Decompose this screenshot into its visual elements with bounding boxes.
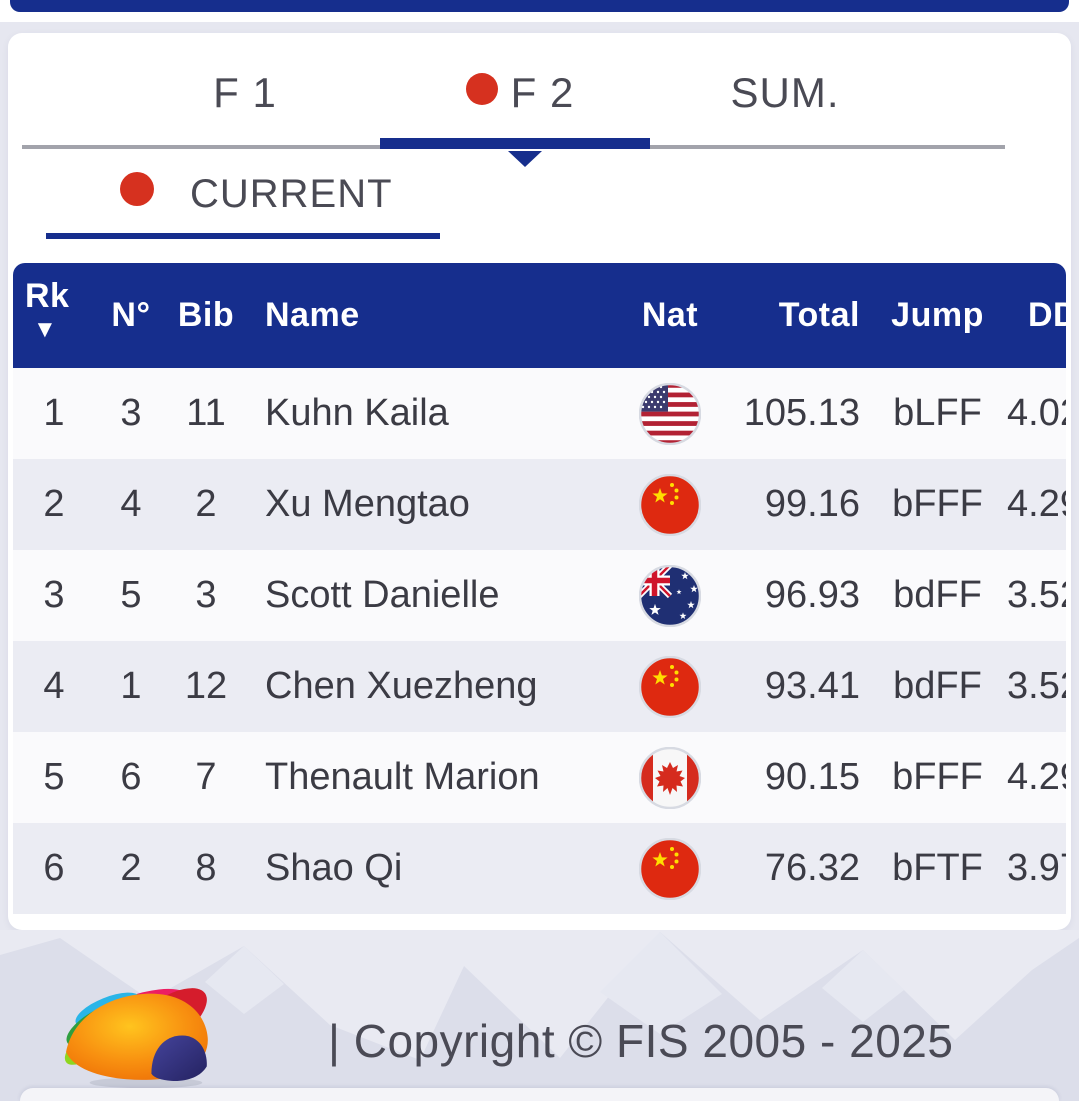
flag-aus-icon [639,565,701,627]
jump-cell: bLFF [893,392,982,434]
col-header-jump[interactable]: Jump [870,263,1005,368]
table-row[interactable]: 1 3 11 Kuhn Kaila 105.13 bLFF 4.028 [13,368,1066,459]
tab-sum-label: SUM. [730,69,840,116]
flag-chn-icon [639,656,701,718]
col-header-number[interactable]: N° [95,263,167,368]
top-strip [0,0,1079,22]
active-tab-pointer-icon [508,151,542,167]
jump-cell: bFTF [892,847,983,889]
subtab-current[interactable]: CURRENT [8,171,1071,217]
rank-cell: 1 [43,392,65,434]
bib-cell: 11 [186,392,226,434]
name-cell: Chen Xuezheng [265,665,538,707]
nat-cell [610,459,730,550]
rank-cell: 4 [43,665,65,707]
name-cell: Xu Mengtao [265,483,470,525]
dd-cell: 3.525 [1007,665,1066,707]
nat-cell [610,550,730,641]
flag-chn-icon [639,474,701,536]
total-cell: 99.16 [764,483,860,525]
card-gap [0,22,1079,33]
active-subtab-indicator [46,233,440,239]
bib-cell: 3 [195,574,217,616]
dd-cell: 3.975 [1007,847,1066,889]
col-header-rank[interactable]: Rk▼ [13,263,95,368]
tab-bar: F 1 F 2 SUM. [8,33,1071,145]
col-header-rank-label: Rk [25,276,70,315]
number-cell: 4 [120,483,142,525]
results-table: Rk▼ N° Bib Name Nat Total Jump DD 1 3 11… [13,263,1066,914]
results-card: F 1 F 2 SUM. CURRENT Rk▼ [8,33,1071,930]
jump-cell: bdFF [893,665,982,707]
tab-f2-label: F 2 [510,69,575,116]
name-cell: Thenault Marion [265,756,540,798]
bib-cell: 2 [195,483,217,525]
dd-cell: 4.028 [1007,392,1066,434]
sort-desc-icon: ▼ [33,315,58,343]
active-tab-indicator [380,138,650,149]
dd-cell: 4.293 [1007,483,1066,525]
table-row[interactable]: 6 2 8 Shao Qi 76.32 bFTF 3.975 [13,823,1066,914]
table-header-row: Rk▼ N° Bib Name Nat Total Jump DD [13,263,1066,368]
bottom-sheet-edge [20,1088,1059,1101]
number-cell: 3 [120,392,142,434]
total-cell: 96.93 [764,574,860,616]
rank-cell: 5 [43,756,65,798]
col-header-dd[interactable]: DD [1005,263,1066,368]
name-cell: Shao Qi [265,847,403,889]
jump-cell: bFFF [892,756,983,798]
col-header-name[interactable]: Name [245,263,610,368]
bib-cell: 12 [184,665,228,707]
flag-can-icon [639,747,701,809]
fis-app-logo[interactable] [48,972,253,1090]
number-cell: 6 [120,756,142,798]
tab-separator-line [22,138,1005,167]
live-dot-icon [120,172,154,206]
col-header-bib[interactable]: Bib [167,263,245,368]
table-row[interactable]: 5 6 7 Thenault Marion 90.15 bFFF 4.293 [13,732,1066,823]
rank-cell: 6 [43,847,65,889]
tab-sum[interactable]: SUM. [670,69,900,117]
col-header-total[interactable]: Total [730,263,870,368]
tab-f1-label: F 1 [213,69,277,116]
rank-cell: 3 [43,574,65,616]
tab-f2[interactable]: F 2 [405,69,635,117]
jump-cell: bFFF [892,483,983,525]
tab-f1[interactable]: F 1 [130,69,360,117]
jump-cell: bdFF [893,574,982,616]
bib-cell: 8 [195,847,217,889]
dd-cell: 4.293 [1007,756,1066,798]
table-row[interactable]: 2 4 2 Xu Mengtao 99.16 bFFF 4.293 [13,459,1066,550]
subtab-current-label: CURRENT [190,171,393,216]
table-row[interactable]: 4 1 12 Chen Xuezheng 93.41 bdFF 3.525 [13,641,1066,732]
flag-chn-icon [639,838,701,900]
rank-cell: 2 [43,483,65,525]
total-cell: 105.13 [743,392,860,434]
copyright-text: | Copyright © FIS 2005 - 2025 [328,1015,954,1067]
total-cell: 90.15 [764,756,860,798]
top-header-bar [10,0,1069,12]
name-cell: Kuhn Kaila [265,392,449,434]
flag-usa-icon [639,383,701,445]
number-cell: 5 [120,574,142,616]
footer: | Copyright © FIS 2005 - 2025 [0,930,1079,1101]
total-cell: 93.41 [764,665,860,707]
number-cell: 1 [120,665,142,707]
nat-cell [610,641,730,732]
live-dot-icon [465,73,498,105]
nat-cell [610,823,730,914]
nat-cell [610,732,730,823]
dd-cell: 3.525 [1007,574,1066,616]
number-cell: 2 [120,847,142,889]
bib-cell: 7 [195,756,217,798]
name-cell: Scott Danielle [265,574,500,616]
table-row[interactable]: 3 5 3 Scott Danielle 96.93 bdFF 3.525 [13,550,1066,641]
nat-cell [610,368,730,459]
total-cell: 76.32 [764,847,860,889]
col-header-nat[interactable]: Nat [610,263,730,368]
